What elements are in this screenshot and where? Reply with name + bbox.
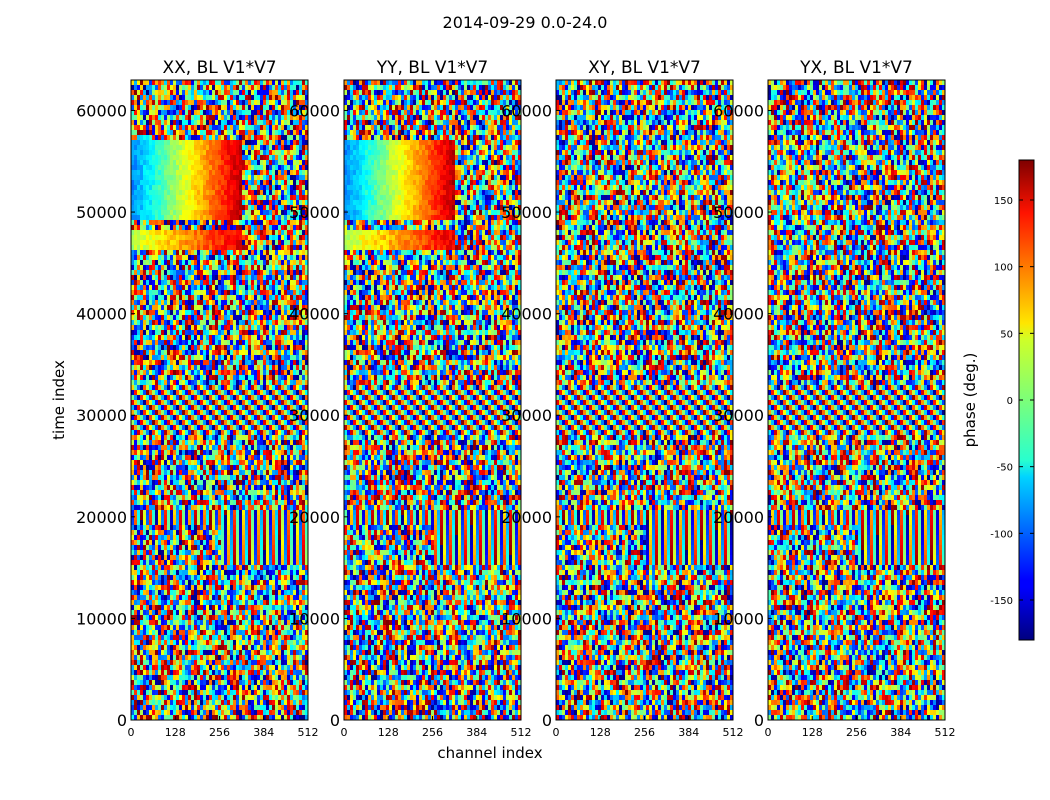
x-tick-label: 128 xyxy=(165,726,186,739)
colorbar-group: -150 -100 -50 0 50 100 150 xyxy=(990,159,1035,641)
x-axis-label: channel index xyxy=(437,744,542,762)
y-tick-label: 10000 xyxy=(289,609,340,628)
y-tick-label: 50000 xyxy=(501,203,552,222)
x-tick-label: 384 xyxy=(890,726,911,739)
panel-title: YY, BL V1*V7 xyxy=(376,58,489,78)
y-tick-label: 60000 xyxy=(76,101,127,120)
y-tick-label: 0 xyxy=(117,711,127,730)
panel-3: XY, BL V1*V7 0 128 256 384 512 0 10000 20000 3000… xyxy=(501,58,743,739)
y-tick-label: 30000 xyxy=(713,406,764,425)
x-tick-label: 512 xyxy=(723,726,744,739)
y-tick-label: 40000 xyxy=(713,305,764,324)
y-tick-label: 20000 xyxy=(76,508,127,527)
x-tick-label: 256 xyxy=(846,726,867,739)
panel-2: YY, BL V1*V7 0 128 256 384 512 0 10000 20000 3000… xyxy=(289,58,531,739)
y-tick-label: 40000 xyxy=(501,305,552,324)
x-tick-label: 0 xyxy=(765,726,772,739)
x-tick-label: 512 xyxy=(511,726,532,739)
y-tick-label: 60000 xyxy=(289,101,340,120)
x-tick-label: 512 xyxy=(935,726,956,739)
colorbar-tick-label: -50 xyxy=(997,463,1013,474)
x-tick-label: 0 xyxy=(128,726,135,739)
colorbar-tick-label: 50 xyxy=(1000,329,1013,340)
y-tick-label: 10000 xyxy=(76,609,127,628)
x-tick-label: 0 xyxy=(341,726,348,739)
y-tick-label: 20000 xyxy=(713,508,764,527)
y-tick-label: 40000 xyxy=(76,305,127,324)
y-tick-label: 50000 xyxy=(713,203,764,222)
y-tick-label: 10000 xyxy=(501,609,552,628)
y-tick-label: 10000 xyxy=(713,609,764,628)
heatmap-image-3 xyxy=(556,80,733,720)
panel-title: XX, BL V1*V7 xyxy=(162,58,276,78)
x-tick-label: 128 xyxy=(590,726,611,739)
x-tick-label: 384 xyxy=(466,726,487,739)
x-tick-label: 384 xyxy=(678,726,699,739)
y-tick-label: 30000 xyxy=(76,406,127,425)
panel-title: XY, BL V1*V7 xyxy=(588,58,701,78)
panel-1: XX, BL V1*V7 0 128 256 384 512 0 10000 20000 3000… xyxy=(76,58,318,739)
y-tick-label: 60000 xyxy=(713,101,764,120)
x-tick-label: 512 xyxy=(298,726,319,739)
x-tick-label: 128 xyxy=(802,726,823,739)
x-tick-label: 0 xyxy=(553,726,560,739)
y-tick-label: 50000 xyxy=(76,203,127,222)
heatmap-image-2 xyxy=(344,80,521,720)
y-tick-label: 20000 xyxy=(501,508,552,527)
y-tick-label: 30000 xyxy=(289,406,340,425)
y-tick-label: 50000 xyxy=(289,203,340,222)
x-tick-label: 256 xyxy=(209,726,230,739)
y-tick-label: 0 xyxy=(542,711,552,730)
panel-title: YX, BL V1*V7 xyxy=(799,58,913,78)
panel-4: YX, BL V1*V7 0 128 256 384 512 0 10000 20000 3000… xyxy=(713,58,955,739)
heatmap-image-1 xyxy=(131,80,308,720)
y-axis-label: time index xyxy=(50,360,68,440)
x-tick-label: 384 xyxy=(253,726,274,739)
x-tick-label: 256 xyxy=(422,726,443,739)
colorbar-tick-label: 150 xyxy=(994,196,1013,207)
y-tick-label: 30000 xyxy=(501,406,552,425)
figure-suptitle: 2014-09-29 0.0-24.0 xyxy=(442,13,608,32)
colorbar-tick-label: -100 xyxy=(990,529,1013,540)
colorbar-tick-label: 0 xyxy=(1007,396,1013,407)
y-tick-label: 40000 xyxy=(289,305,340,324)
heatmap-image-4 xyxy=(768,80,945,720)
y-tick-label: 60000 xyxy=(501,101,552,120)
y-tick-label: 20000 xyxy=(289,508,340,527)
y-tick-label: 0 xyxy=(330,711,340,730)
x-tick-label: 256 xyxy=(634,726,655,739)
colorbar-tick-label: -150 xyxy=(990,596,1013,607)
colorbar-tick-label: 100 xyxy=(994,263,1013,274)
x-tick-label: 128 xyxy=(378,726,399,739)
y-tick-label: 0 xyxy=(754,711,764,730)
panels-group: XX, BL V1*V7 0 128 256 384 512 0 10000 20000 3000… xyxy=(76,58,955,739)
colorbar-label: phase (deg.) xyxy=(961,353,979,448)
